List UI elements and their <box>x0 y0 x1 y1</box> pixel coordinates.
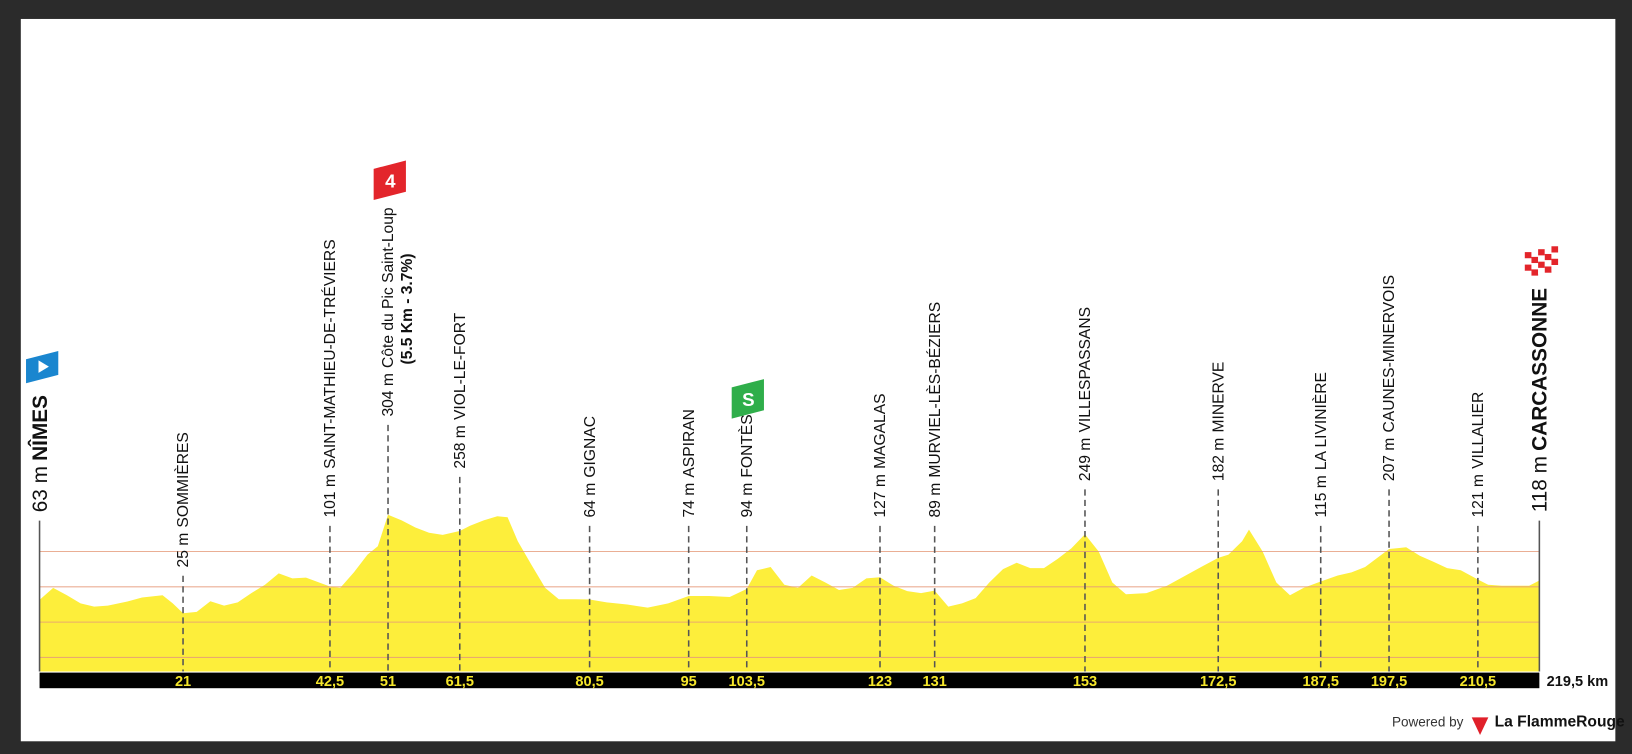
waypoint-label: 182 m MINERVE <box>1210 362 1227 481</box>
altitude-label: 258 m <box>452 425 469 468</box>
km-label: 51 <box>380 674 396 690</box>
place-name: NÎMES <box>28 395 52 461</box>
finish-check <box>1538 249 1545 256</box>
altitude-label: 74 m <box>681 483 698 518</box>
finish-check <box>1531 250 1539 257</box>
waypoint-label: 94 m FONTÈS <box>737 414 756 517</box>
km-label: 61,5 <box>446 674 474 690</box>
waypoint-label: 25 m SOMMIÈRES <box>173 432 192 567</box>
place-name: MURVIEL-LÈS-BÉZIERS <box>925 302 944 478</box>
altitude-label: 94 m <box>739 483 756 518</box>
altitude-label: 115 m <box>1313 475 1330 517</box>
climb-category: 4 <box>385 171 396 192</box>
finish-check <box>1551 258 1559 266</box>
place-name: MINERVE <box>1210 362 1227 433</box>
finish-check <box>1538 255 1545 262</box>
place-name: SAINT-MATHIEU-DE-TRÉVIERS <box>320 239 339 469</box>
place-name: MAGALAS <box>872 393 889 468</box>
altitude-label: 249 m <box>1077 438 1094 481</box>
finish-check <box>1544 253 1552 261</box>
start-arrow <box>38 360 49 373</box>
powered-by: Powered by <box>1392 715 1464 730</box>
place-name: LA LIVINIÈRE <box>1311 372 1330 470</box>
place-name: GIGNAC <box>582 416 599 478</box>
waypoint-label: 118 m CARCASSONNE <box>1529 288 1552 513</box>
finish-flag <box>1524 246 1559 278</box>
elevation-area <box>39 514 1540 672</box>
km-label: 172,5 <box>1200 674 1236 690</box>
place-name: SOMMIÈRES <box>173 432 192 527</box>
waypoint-label: 101 m SAINT-MATHIEU-DE-TRÉVIERS <box>320 239 339 517</box>
altitude-label: 182 m <box>1210 438 1227 481</box>
km-label: 153 <box>1073 674 1097 690</box>
finish-check <box>1524 258 1532 265</box>
finish-check <box>1524 264 1532 271</box>
sprint-badge <box>731 379 764 419</box>
x-tick-label: 219,5 km <box>1547 674 1609 690</box>
climb-detail: (5.5 Km - 3.7%) <box>399 253 416 364</box>
altitude-label: 127 m <box>872 474 889 517</box>
finish-check <box>1531 263 1539 270</box>
place-name: Côte du Pic Saint-Loup <box>380 207 397 368</box>
finish-check <box>1551 265 1559 272</box>
climb-badge <box>373 160 406 201</box>
waypoint-label: 115 m LA LIVINIÈRE <box>1311 372 1330 517</box>
waypoint-label: 63 m NÎMES <box>28 395 52 512</box>
distance-bar <box>39 672 1540 689</box>
finish-check <box>1538 267 1545 275</box>
km-label: 131 <box>923 674 947 690</box>
finish-check <box>1531 256 1539 264</box>
place-name: ASPIRAN <box>681 409 698 478</box>
altitude-label: 118 m <box>1529 456 1552 512</box>
place-name: FONTÈS <box>737 414 756 477</box>
sprint-letter: S <box>742 389 755 410</box>
waypoint-label: 304 m Côte du Pic Saint-Loup <box>380 207 397 416</box>
km-label: 210,5 <box>1460 674 1496 690</box>
km-label: 80,5 <box>575 674 603 690</box>
place-name: CAUNES-MINERVOIS <box>1381 275 1398 433</box>
altitude-label: 63 m <box>29 466 52 512</box>
km-label: 103,5 <box>729 674 765 690</box>
finish-check <box>1531 269 1539 276</box>
altitude-label: 304 m <box>380 373 397 416</box>
finish-check <box>1551 246 1559 253</box>
altitude-label: 64 m <box>582 483 599 518</box>
altitude-label: 89 m <box>927 483 944 518</box>
finish-check <box>1544 260 1552 267</box>
place-name: VIOL-LE-FORT <box>452 312 469 420</box>
waypoint-label: 74 m ASPIRAN <box>681 409 698 517</box>
place-name: VILLESPASSANS <box>1077 307 1094 433</box>
altitude-label: 25 m <box>175 533 192 568</box>
finish-check <box>1524 252 1532 259</box>
finish-check <box>1544 266 1552 273</box>
km-label: 21 <box>175 674 191 690</box>
km-label: 123 <box>868 674 892 690</box>
finish-check <box>1551 252 1559 259</box>
brand: La FlammeRouge <box>1495 714 1625 731</box>
finish-check <box>1544 247 1552 254</box>
altitude-label: 121 m <box>1470 474 1487 517</box>
km-label: 187,5 <box>1302 674 1338 690</box>
waypoint-label: 127 m MAGALAS <box>872 393 889 517</box>
km-label: 42,5 <box>316 674 344 690</box>
km-label: 95 <box>681 674 697 690</box>
altitude-label: 101 m <box>322 474 339 517</box>
waypoint-label: 64 m GIGNAC <box>582 416 599 517</box>
waypoint-label: 207 m CAUNES-MINERVOIS <box>1381 275 1398 481</box>
waypoint-label: 89 m MURVIEL-LÈS-BÉZIERS <box>925 302 944 518</box>
km-label: 197,5 <box>1371 674 1407 690</box>
x-tick-label: 0 <box>25 674 33 690</box>
place-name: VILLALIER <box>1470 392 1487 469</box>
brand-logo <box>1471 717 1489 736</box>
waypoint-label: 258 m VIOL-LE-FORT <box>452 312 469 468</box>
waypoint-label: 121 m VILLALIER <box>1470 392 1487 518</box>
waypoint-label: 249 m VILLESPASSANS <box>1077 307 1094 481</box>
finish-check <box>1538 261 1545 268</box>
place-name: CARCASSONNE <box>1529 288 1552 451</box>
finish-check <box>1524 270 1532 278</box>
altitude-label: 207 m <box>1381 438 1398 481</box>
